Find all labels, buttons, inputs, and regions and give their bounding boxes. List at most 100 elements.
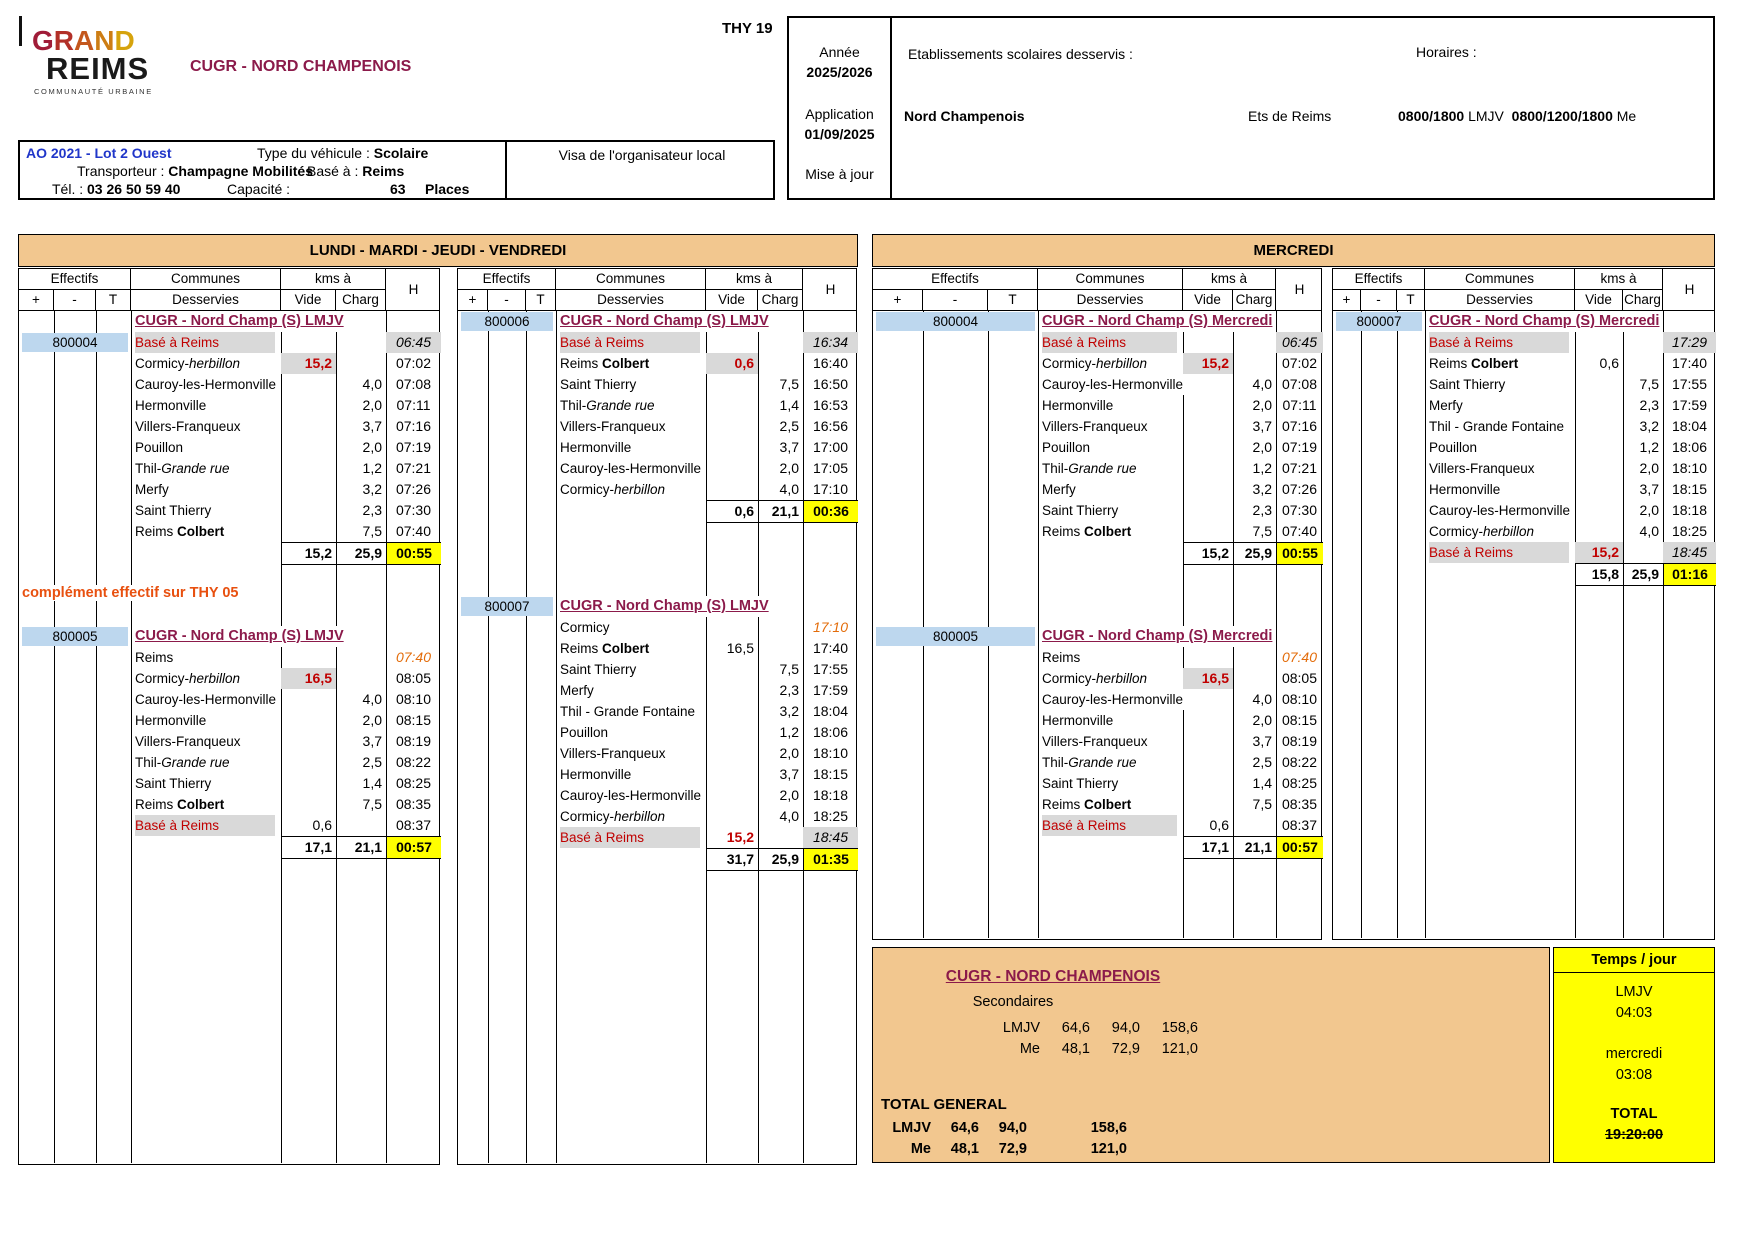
- capacite-unit: Places: [425, 181, 470, 197]
- km-charge-cell: 21,1: [758, 500, 803, 523]
- col-header-communes: Communes: [131, 269, 281, 290]
- time-cell: 17:59: [1671, 397, 1708, 413]
- col-header-plus: +: [458, 290, 488, 311]
- application-label: Application: [805, 106, 874, 122]
- commune-cell: Hermonville: [131, 710, 281, 731]
- vehicle-info-box: AO 2021 - Lot 2 Ouest Type du véhicule :…: [18, 140, 775, 200]
- effectifs-cell: [873, 668, 1038, 689]
- commune-cell: Basé à Reims: [1038, 815, 1183, 836]
- col-header-t: T: [96, 290, 131, 311]
- km-charge-cell: [758, 332, 803, 353]
- table-row: Thil-Grande rue 1,2 07:21: [873, 458, 1321, 479]
- km-vide-cell: [281, 500, 336, 521]
- table-row: Cormicy 17:10: [458, 617, 856, 638]
- ao-lot-label: AO 2021 - Lot 2 Ouest: [26, 145, 172, 161]
- km-charge-cell: 4,0: [1252, 691, 1272, 707]
- effectifs-cell: [458, 785, 556, 806]
- time-cell: 00:36: [803, 500, 858, 523]
- table-row: Reims Colbert 0,6 16:40: [458, 353, 856, 374]
- logo-subtitle: COMMUNAUTÉ URBAINE: [34, 87, 153, 96]
- commune-cell: Villers-Franqueux: [131, 731, 281, 752]
- temps-lmjv-label: LMJV: [1615, 984, 1653, 1000]
- total-general-row: LMJV 64,6 94,0 158,6: [892, 1120, 1127, 1136]
- col-header-t: T: [988, 290, 1038, 311]
- km-charge-cell: 2,0: [1639, 502, 1659, 518]
- service-number-badge: 800007: [461, 597, 553, 616]
- effectifs-cell: [458, 827, 556, 848]
- service-number-badge: 800004: [22, 333, 128, 352]
- effectifs-cell: [19, 416, 131, 437]
- time-cell: 16:56: [812, 418, 849, 434]
- table-row: 800006 CUGR - Nord Champ (S) LMJV: [458, 311, 856, 332]
- time-cell: 18:25: [1671, 523, 1708, 539]
- header-dates-column: Année 2025/2026 Application 01/09/2025 M…: [789, 18, 892, 198]
- effectifs-cell: [873, 794, 1038, 815]
- km-charge-cell: [336, 353, 386, 374]
- commune-cell: Reims Colbert: [1038, 521, 1183, 542]
- table-row: Pouillon 2,0 07:19: [19, 437, 439, 458]
- commune-cell: Cauroy-les-Hermonville: [556, 458, 706, 479]
- mise-a-jour-label: Mise à jour: [805, 166, 874, 182]
- km-charge-cell: 2,0: [1252, 439, 1272, 455]
- effectifs-cell: [1333, 395, 1425, 416]
- route-code: THY 19: [722, 20, 773, 37]
- effectifs-cell: [873, 710, 1038, 731]
- etablissement-site: Ets de Reims: [1248, 108, 1332, 124]
- commune-cell: CUGR - Nord Champ (S) LMJV: [131, 626, 348, 647]
- table-body: 800006 CUGR - Nord Champ (S) LMJV Basé à…: [458, 311, 858, 1163]
- col-header-minus: -: [488, 290, 526, 311]
- time-cell: 08:15: [1281, 712, 1318, 728]
- timetable-lmjv-evening: Effectifs Communes kms à H + - T Desserv…: [457, 268, 858, 1165]
- km-charge-cell: [336, 668, 386, 689]
- commune-cell: Thil-Grande rue: [131, 752, 281, 773]
- effectifs-cell: [873, 437, 1038, 458]
- table-row: Saint Thierry 2,3 07:30: [873, 500, 1321, 521]
- commune-cell: Basé à Reims: [1038, 332, 1183, 353]
- commune-cell: Hermonville: [1038, 395, 1183, 416]
- km-charge-cell: 25,9: [1623, 563, 1663, 586]
- table-row: Villers-Franqueux 3,7 07:16: [19, 416, 439, 437]
- km-vide-cell: [1183, 710, 1233, 731]
- summary-secondaires-rows: LMJV 64,6 94,0 158,6 Me 48,1 72,9 121,0: [968, 1018, 1198, 1060]
- commune-cell: Basé à Reims: [131, 815, 281, 836]
- service-block: 800007 CUGR - Nord Champ (S) Mercredi Ba…: [1333, 311, 1716, 586]
- effectifs-cell: [1333, 353, 1425, 374]
- time-cell: 18:15: [812, 766, 849, 782]
- commune-cell: Villers-Franqueux: [131, 416, 281, 437]
- effectifs-cell: [873, 521, 1038, 542]
- commune-cell: Basé à Reims: [556, 332, 706, 353]
- km-vide-cell: [1183, 794, 1233, 815]
- effectifs-cell: [19, 689, 131, 710]
- commune-cell: Saint Thierry: [1425, 374, 1575, 395]
- commune-cell: CUGR - Nord Champ (S) Mercredi: [1425, 311, 1664, 332]
- service-number-badge: 800005: [22, 627, 128, 646]
- commune-cell: Hermonville: [1038, 710, 1183, 731]
- visa-label: Visa de l'organisateur local: [558, 147, 726, 163]
- col-header-kms: kms à: [706, 269, 803, 290]
- table-row: Basé à Reims 15,2 18:45: [1333, 542, 1716, 563]
- temps-total-value: 19:20:00: [1604, 1127, 1664, 1143]
- col-header-plus: +: [873, 290, 923, 311]
- col-header-vide: Vide: [281, 290, 336, 311]
- km-charge-cell: 3,7: [1252, 733, 1272, 749]
- commune-cell: Cormicy-herbillon: [131, 353, 281, 374]
- km-charge-cell: 4,0: [362, 376, 382, 392]
- km-charge-cell: 2,0: [779, 787, 799, 803]
- table-row: Saint Thierry 7,5 17:55: [1333, 374, 1714, 395]
- time-cell: [1663, 311, 1716, 332]
- table-row: Cauroy-les-Hermonville 2,0 18:18: [458, 785, 856, 806]
- service-block: 800005 CUGR - Nord Champ (S) LMJV Reims: [19, 626, 441, 859]
- logo-reims-text: REIMS: [46, 51, 150, 86]
- time-cell: 07:26: [395, 481, 432, 497]
- header-main-cell: Etablissements scolaires desservis : Hor…: [892, 18, 1713, 198]
- effectifs-cell: [1333, 563, 1425, 586]
- km-charge-cell: [758, 638, 803, 659]
- effectifs-cell: [458, 416, 556, 437]
- route-title: CUGR - Nord Champ (S) LMJV: [558, 311, 773, 332]
- effectifs-cell: [873, 416, 1038, 437]
- km-vide-cell: [1575, 395, 1623, 416]
- time-cell: 18:15: [1671, 481, 1708, 497]
- summary-subtitle: Secondaires: [972, 994, 1054, 1010]
- time-cell: 18:06: [1671, 439, 1708, 455]
- commune-cell: Reims Colbert: [556, 353, 706, 374]
